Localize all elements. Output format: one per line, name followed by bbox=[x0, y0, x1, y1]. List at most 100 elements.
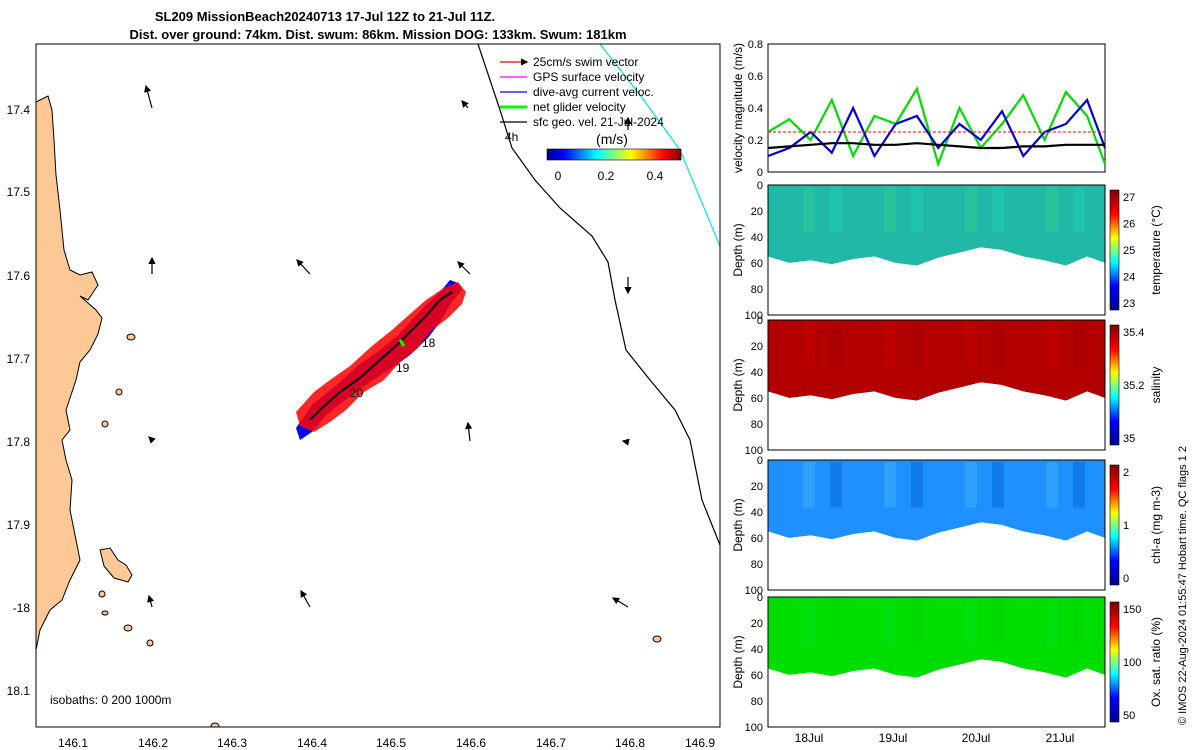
chla-texture bbox=[803, 462, 815, 508]
legend-net-label: net glider velocity bbox=[533, 100, 626, 114]
island bbox=[99, 547, 133, 583]
oxygen-cbar-label: Ox. sat. ratio (%) bbox=[1149, 617, 1163, 707]
lon-tick: 146.9 bbox=[685, 736, 715, 750]
temperature-texture bbox=[830, 187, 842, 233]
legend-swim-label: 25cm/s swim vector bbox=[533, 55, 638, 69]
depth-tick: 20 bbox=[751, 341, 763, 353]
coast-land bbox=[36, 95, 103, 651]
geo-vector bbox=[611, 597, 629, 608]
salinity-frame bbox=[767, 319, 1106, 451]
oxygen-texture bbox=[911, 599, 923, 645]
lon-tick: 146.8 bbox=[615, 736, 645, 750]
salinity-texture bbox=[857, 322, 869, 368]
isobaths-label: isobaths: 0 200 1000m bbox=[50, 693, 171, 707]
lon-tick: 146.2 bbox=[138, 736, 168, 750]
chla-texture bbox=[1019, 462, 1031, 508]
chla-texture bbox=[911, 462, 923, 508]
oxygen-below-bottom bbox=[768, 659, 1105, 727]
salinity-below-bottom bbox=[768, 382, 1105, 450]
chla-texture bbox=[830, 462, 842, 508]
salinity-texture bbox=[803, 322, 815, 368]
oxygen-texture bbox=[1019, 599, 1031, 645]
depth-tick: 0 bbox=[757, 315, 763, 327]
salinity-texture bbox=[830, 322, 842, 368]
velocity-line-1 bbox=[767, 97, 1107, 159]
oxygen-texture bbox=[1046, 599, 1058, 645]
map-lon-ticks: 146.1 146.2 146.3 146.4 146.5 146.6 146.… bbox=[58, 736, 715, 750]
map-legend: 25cm/s swim vector GPS surface velocity … bbox=[500, 55, 664, 144]
depth-tick: 0 bbox=[757, 455, 763, 467]
island bbox=[652, 635, 662, 643]
chla-frame bbox=[767, 459, 1106, 591]
geo-vector bbox=[457, 261, 471, 275]
salinity-ylabel: Depth (m) bbox=[731, 358, 745, 411]
velocity-line-2 bbox=[767, 142, 1105, 150]
depth-tick: 100 bbox=[745, 445, 763, 457]
temperature-texture bbox=[1073, 187, 1085, 233]
salinity-colorbar bbox=[1109, 324, 1120, 446]
salinity-texture bbox=[1073, 322, 1085, 368]
chla-colorbar bbox=[1109, 464, 1120, 586]
chla-texture bbox=[776, 462, 788, 508]
oxygen-texture bbox=[938, 599, 950, 645]
time-label: 20 bbox=[350, 386, 364, 400]
salinity-texture bbox=[884, 322, 896, 368]
lat-tick: 17.4 bbox=[7, 103, 31, 117]
lat-tick: 17.6 bbox=[7, 269, 31, 283]
depth-tick: 0 bbox=[757, 592, 763, 604]
depth-tick: 40 bbox=[751, 367, 763, 379]
oxygen-cbar-tick: 100 bbox=[1123, 657, 1141, 669]
salinity-texture bbox=[992, 322, 1004, 368]
velocity-series bbox=[767, 86, 1107, 168]
oxygen-texture bbox=[965, 599, 977, 645]
depth-tick: 80 bbox=[751, 419, 763, 431]
temperature-texture bbox=[857, 187, 869, 233]
colorbar-title: (m/s) bbox=[596, 131, 628, 147]
salinity-texture bbox=[776, 322, 788, 368]
temperature-frame bbox=[767, 184, 1106, 316]
chla-texture bbox=[857, 462, 869, 508]
depth-tick: 100 bbox=[745, 585, 763, 597]
temperature-texture bbox=[992, 187, 1004, 233]
oxygen-texture bbox=[830, 599, 842, 645]
depth-tick: 20 bbox=[751, 481, 763, 493]
title-line-1: SL209 MissionBeach20240713 17-Jul 12Z to… bbox=[155, 9, 495, 24]
depth-tick: 0 bbox=[757, 180, 763, 192]
lat-tick: 18.1 bbox=[7, 684, 31, 698]
lat-tick: 17.9 bbox=[7, 518, 31, 532]
velocity-panel: 0 0.2 0.4 0.6 0.8 velocity magnitude (m/s) bbox=[731, 39, 1107, 179]
temperature-cbar-tick: 27 bbox=[1123, 192, 1135, 204]
oxygen-texture bbox=[776, 599, 788, 645]
velocity-ylabel: velocity magnitude (m/s) bbox=[731, 43, 745, 173]
temperature-texture bbox=[776, 187, 788, 233]
temperature-texture bbox=[803, 187, 815, 233]
oxygen-texture bbox=[857, 599, 869, 645]
chla-ylabel: Depth (m) bbox=[731, 498, 745, 551]
depth-tick: 100 bbox=[745, 722, 763, 734]
depth-tick: 40 bbox=[751, 232, 763, 244]
salinity-cbar-tick: 35.4 bbox=[1123, 327, 1144, 339]
chla-cbar-tick: 1 bbox=[1123, 520, 1129, 532]
geo-vectors bbox=[144, 84, 632, 608]
temperature-texture bbox=[1019, 187, 1031, 233]
legend-geo-label: sfc geo. vel. 21-Jul-2024 bbox=[533, 115, 664, 129]
time-tick: 21Jul bbox=[1046, 731, 1075, 745]
depth-tick: 60 bbox=[751, 258, 763, 270]
geo-vector bbox=[296, 259, 311, 275]
salinity-cbar-tick: 35 bbox=[1123, 433, 1135, 445]
salinity-cbar-label: salinity bbox=[1149, 367, 1163, 404]
lon-tick: 146.1 bbox=[58, 736, 88, 750]
temperature-texture bbox=[911, 187, 923, 233]
temperature-cbar-tick: 24 bbox=[1123, 272, 1135, 284]
legend-dive-label: dive-avg current veloc. bbox=[533, 85, 654, 99]
velocity-ytick: 0 bbox=[757, 167, 763, 179]
velocity-ytick: 0.4 bbox=[748, 103, 763, 115]
temperature-texture bbox=[938, 187, 950, 233]
depth-tick: 60 bbox=[751, 393, 763, 405]
time-tick: 18Jul bbox=[795, 731, 824, 745]
time-label-4h: 4h bbox=[505, 130, 518, 144]
geo-vector bbox=[461, 100, 469, 109]
island bbox=[101, 420, 109, 428]
island bbox=[115, 388, 123, 396]
isobath-200m bbox=[477, 44, 720, 546]
